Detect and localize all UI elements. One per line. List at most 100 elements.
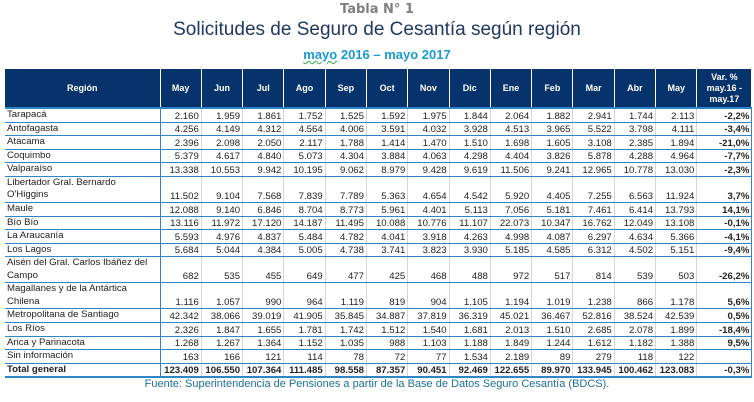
value-cell: 41.905 bbox=[283, 308, 326, 323]
region-cell: Maule bbox=[5, 202, 161, 217]
variation-cell: -7,7% bbox=[696, 149, 753, 164]
region-cell: Coquimbo bbox=[5, 149, 161, 164]
value-cell: 2.050 bbox=[242, 135, 285, 150]
value-cell: 166 bbox=[201, 349, 244, 364]
value-cell: 12.049 bbox=[614, 216, 657, 231]
column-header-month: Sep bbox=[325, 69, 367, 108]
value-cell: 9.062 bbox=[325, 162, 367, 177]
value-cell: 1.612 bbox=[572, 336, 615, 351]
region-cell: Metropolitana de Santiago bbox=[5, 308, 161, 323]
value-cell: 488 bbox=[449, 256, 491, 284]
value-cell: 4.087 bbox=[531, 229, 574, 244]
variation-cell: -26,2% bbox=[696, 256, 753, 284]
value-cell: 1.681 bbox=[449, 322, 491, 337]
value-cell: 133.945 bbox=[572, 363, 615, 379]
value-cell: 4.149 bbox=[201, 122, 244, 137]
value-cell: 87.357 bbox=[366, 363, 409, 379]
value-cell: 972 bbox=[490, 256, 533, 284]
value-cell: 455 bbox=[242, 256, 285, 284]
value-cell: 11.107 bbox=[449, 216, 491, 231]
value-cell: 1.388 bbox=[655, 336, 698, 351]
value-cell: 1.414 bbox=[366, 135, 409, 150]
value-cell: 13.108 bbox=[655, 216, 698, 231]
column-header-month: Jul bbox=[242, 69, 285, 108]
value-cell: 2.189 bbox=[490, 349, 533, 364]
value-cell: 72 bbox=[366, 349, 409, 364]
value-cell: 36.319 bbox=[449, 308, 491, 323]
value-cell: 2.941 bbox=[572, 108, 615, 123]
column-header-month: Dic bbox=[449, 69, 491, 108]
region-cell: La Araucanía bbox=[5, 229, 161, 244]
subtitle-range: 2016 – mayo 2017 bbox=[337, 47, 451, 62]
value-cell: 11.506 bbox=[490, 162, 533, 177]
value-cell: 1.152 bbox=[283, 336, 326, 351]
value-cell: 123.409 bbox=[160, 363, 202, 379]
value-cell: 10.195 bbox=[283, 162, 326, 177]
value-cell: 45.021 bbox=[490, 308, 533, 323]
value-cell: 1.512 bbox=[366, 322, 409, 337]
value-cell: 1.470 bbox=[407, 135, 450, 150]
value-cell: 1.744 bbox=[614, 108, 657, 123]
column-header-month: Ene bbox=[490, 69, 533, 108]
value-cell: 4.617 bbox=[201, 149, 244, 164]
value-cell: 4.542 bbox=[449, 176, 491, 203]
page-title: Solicitudes de Seguro de Cesantía según … bbox=[173, 19, 581, 40]
value-cell: 4.298 bbox=[449, 149, 491, 164]
value-cell: 1.534 bbox=[449, 349, 491, 364]
value-cell: 279 bbox=[572, 349, 615, 364]
variation-cell: -18,4% bbox=[696, 322, 753, 337]
value-cell: 1.194 bbox=[490, 282, 533, 310]
value-cell: 5.878 bbox=[572, 149, 615, 164]
value-cell: 5.113 bbox=[449, 202, 491, 217]
value-cell: 4.041 bbox=[366, 229, 409, 244]
value-cell: 535 bbox=[201, 256, 244, 284]
value-cell: 13.116 bbox=[160, 216, 202, 231]
value-cell: 2.685 bbox=[572, 322, 615, 337]
value-cell: 5.961 bbox=[366, 202, 409, 217]
value-cell: 3.108 bbox=[572, 135, 615, 150]
value-cell: 11.502 bbox=[160, 176, 202, 203]
variation-cell: -3,4% bbox=[696, 122, 753, 137]
value-cell: 42.539 bbox=[655, 308, 698, 323]
value-cell: 5.044 bbox=[201, 243, 244, 258]
value-cell: 4.976 bbox=[201, 229, 244, 244]
region-cell: Magallanes y de la Antártica Chilena bbox=[5, 282, 161, 310]
value-cell: 503 bbox=[655, 256, 698, 284]
value-cell: 1.510 bbox=[449, 135, 491, 150]
value-cell: 16.762 bbox=[572, 216, 615, 231]
value-cell: 1.103 bbox=[407, 336, 450, 351]
value-cell: 1.844 bbox=[449, 108, 491, 123]
value-cell: 14.187 bbox=[283, 216, 326, 231]
value-cell: 4.782 bbox=[325, 229, 367, 244]
value-cell: 1.268 bbox=[160, 336, 202, 351]
value-cell: 13.030 bbox=[655, 162, 698, 177]
column-header-month: May bbox=[160, 69, 202, 108]
value-cell: 4.032 bbox=[407, 122, 450, 137]
table-row: Bío Bío 13.116 11.972 17.120 14.187 11.495 10.… bbox=[5, 216, 753, 231]
column-header-month: Jun bbox=[201, 69, 244, 108]
value-cell: 1.540 bbox=[407, 322, 450, 337]
value-cell: 3.930 bbox=[449, 243, 491, 258]
variation-cell: 9,5% bbox=[696, 336, 753, 351]
variation-cell: -0,1% bbox=[696, 216, 753, 231]
value-cell: 90.451 bbox=[407, 363, 450, 379]
value-cell: 37.819 bbox=[407, 308, 450, 323]
value-cell: 988 bbox=[366, 336, 409, 351]
value-cell: 4.998 bbox=[490, 229, 533, 244]
value-cell: 649 bbox=[283, 256, 326, 284]
value-cell: 100.462 bbox=[614, 363, 657, 379]
value-cell: 904 bbox=[407, 282, 450, 310]
variation-cell: 3,7% bbox=[696, 176, 753, 203]
column-header-month: Ago bbox=[283, 69, 326, 108]
region-cell: Arica y Parinacota bbox=[5, 336, 161, 351]
value-cell: 1.781 bbox=[283, 322, 326, 337]
value-cell: 78 bbox=[325, 349, 367, 364]
value-cell: 2.385 bbox=[614, 135, 657, 150]
value-cell: 89.970 bbox=[531, 363, 574, 379]
value-cell: 8.979 bbox=[366, 162, 409, 177]
value-cell: 4.401 bbox=[407, 202, 450, 217]
value-cell: 13.338 bbox=[160, 162, 202, 177]
value-cell: 5.920 bbox=[490, 176, 533, 203]
value-cell: 107.364 bbox=[242, 363, 285, 379]
variation-cell: -4,1% bbox=[696, 229, 753, 244]
